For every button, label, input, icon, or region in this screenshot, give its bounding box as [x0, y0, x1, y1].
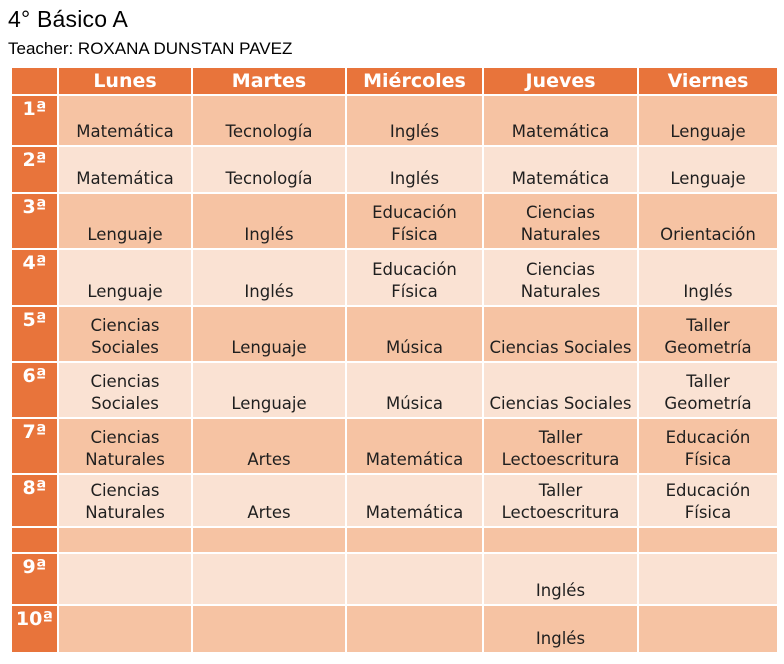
subject-cell: Taller Geometría — [637, 361, 779, 419]
table-row: 10ª Inglés — [10, 604, 779, 654]
subject-cell: Taller Lectoescritura — [482, 417, 639, 475]
subject-cell: Tecnología — [191, 145, 347, 194]
subject-cell: Inglés — [345, 94, 484, 147]
period-label: 4ª — [10, 248, 59, 307]
subject-cell: Ciencias Sociales — [57, 361, 193, 419]
subject-cell: Ciencias Naturales — [482, 248, 639, 307]
class-title: 4° Básico A — [8, 6, 129, 32]
subject-cell: Inglés — [191, 248, 347, 307]
subject-cell — [345, 526, 484, 554]
table-row: 1ª Matemática Tecnología Inglés Matemática Le… — [10, 94, 779, 147]
period-label: 6ª — [10, 361, 59, 419]
spacer-row — [10, 526, 779, 554]
subject-cell: Inglés — [482, 552, 639, 606]
period-label: 3ª — [10, 192, 59, 250]
subject-cell: Matemática — [345, 417, 484, 475]
day-header: Jueves — [482, 66, 639, 96]
subject-cell — [637, 552, 779, 606]
day-header-row: Lunes Martes Miércoles Jueves Viernes — [10, 66, 779, 96]
period-label: 5ª — [10, 305, 59, 363]
subject-cell: Educación Física — [345, 192, 484, 250]
subject-cell — [637, 604, 779, 654]
subject-cell: Matemática — [482, 145, 639, 194]
table-row: 9ª Inglés — [10, 552, 779, 606]
subject-cell — [191, 526, 347, 554]
subject-cell: Matemática — [57, 94, 193, 147]
subject-cell: Lenguaje — [57, 192, 193, 250]
day-header: Martes — [191, 66, 347, 96]
subject-cell: Lenguaje — [191, 361, 347, 419]
subject-cell: Taller Geometría — [637, 305, 779, 363]
subject-cell: Ciencias Sociales — [482, 305, 639, 363]
period-label: 9ª — [10, 552, 59, 606]
subject-cell: Artes — [191, 473, 347, 528]
table-row: 8ª Ciencias Naturales Artes Matemática Talle… — [10, 473, 779, 528]
subject-cell: Educación Física — [637, 417, 779, 475]
day-header: Miércoles — [345, 66, 484, 96]
subject-cell: Orientación — [637, 192, 779, 250]
subject-cell: Educación Física — [345, 248, 484, 307]
subject-cell — [345, 604, 484, 654]
subject-cell — [482, 526, 639, 554]
subject-cell: Matemática — [482, 94, 639, 147]
subject-cell: Matemática — [57, 145, 193, 194]
subject-cell: Ciencias Sociales — [57, 305, 193, 363]
period-label — [10, 526, 59, 554]
subject-cell: Lenguaje — [191, 305, 347, 363]
subject-cell — [637, 526, 779, 554]
subject-cell: Ciencias Sociales — [482, 361, 639, 419]
subject-cell: Música — [345, 361, 484, 419]
subject-cell: Lenguaje — [57, 248, 193, 307]
subject-cell — [57, 552, 193, 606]
subject-cell: Inglés — [345, 145, 484, 194]
day-header: Lunes — [57, 66, 193, 96]
subject-cell: Artes — [191, 417, 347, 475]
table-row: 6ª Ciencias Sociales Lenguaje Música Ciencia… — [10, 361, 779, 419]
table-row: 3ª Lenguaje Inglés Educación Física Ciencias… — [10, 192, 779, 250]
period-label: 2ª — [10, 145, 59, 194]
period-label: 10ª — [10, 604, 59, 654]
subject-cell: Tecnología — [191, 94, 347, 147]
subject-cell: Educación Física — [637, 473, 779, 528]
period-label: 8ª — [10, 473, 59, 528]
subject-cell: Ciencias Naturales — [57, 417, 193, 475]
subject-cell: Inglés — [637, 248, 779, 307]
subject-cell — [345, 552, 484, 606]
subject-cell: Inglés — [482, 604, 639, 654]
subject-cell: Música — [345, 305, 484, 363]
table-row: 7ª Ciencias Naturales Artes Matemática Talle… — [10, 417, 779, 475]
subject-cell: Lenguaje — [637, 145, 779, 194]
period-label: 7ª — [10, 417, 59, 475]
corner-cell — [10, 66, 59, 96]
subject-cell: Taller Lectoescritura — [482, 473, 639, 528]
subject-cell — [191, 604, 347, 654]
table-row: 5ª Ciencias Sociales Lenguaje Música Ciencia… — [10, 305, 779, 363]
subject-cell: Ciencias Naturales — [482, 192, 639, 250]
subject-cell — [191, 552, 347, 606]
table-row: 2ª Matemática Tecnología Inglés Matemática Le… — [10, 145, 779, 194]
period-label: 1ª — [10, 94, 59, 147]
table-row: 4ª Lenguaje Inglés Educación Física Ciencias… — [10, 248, 779, 307]
teacher-line: Teacher: ROXANA DUNSTAN PAVEZ — [8, 39, 293, 58]
day-header: Viernes — [637, 66, 779, 96]
subject-cell: Inglés — [191, 192, 347, 250]
subject-cell — [57, 526, 193, 554]
subject-cell — [57, 604, 193, 654]
subject-cell: Matemática — [345, 473, 484, 528]
timetable: Lunes Martes Miércoles Jueves Viernes 1ª Mate… — [10, 66, 779, 654]
subject-cell: Ciencias Naturales — [57, 473, 193, 528]
subject-cell: Lenguaje — [637, 94, 779, 147]
